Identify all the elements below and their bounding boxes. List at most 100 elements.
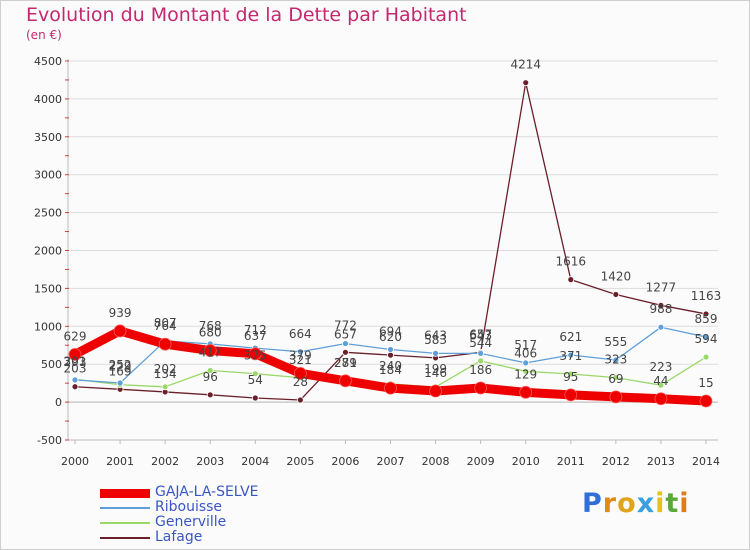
x-tick-label: 2012 [602,455,630,468]
data-label: 375 [244,349,267,363]
series-point [699,394,713,408]
series-point [567,276,575,284]
data-label: 44 [653,374,668,388]
logo-letter: i [679,488,690,519]
data-label: 15 [698,376,713,390]
legend-swatch-gaja [100,489,150,498]
data-label: 643 [469,328,492,342]
data-label: 252 [109,358,132,372]
y-tick-label: 3500 [34,131,62,144]
data-label: 371 [559,349,582,363]
data-label: 4214 [510,58,541,72]
x-tick-label: 2001 [106,455,134,468]
data-label: 764 [154,319,177,333]
series-point [567,370,575,378]
series-point [432,349,439,357]
x-tick-label: 2008 [422,455,450,468]
series-point [116,379,124,387]
data-label: 129 [514,367,537,381]
data-label: 594 [695,332,718,346]
data-label: 637 [244,329,267,343]
y-tick-label: 2000 [34,245,62,258]
data-label: 1420 [601,269,632,283]
data-label: 680 [199,326,222,340]
series-point [474,381,488,395]
series-point [657,323,665,331]
data-label: 988 [649,302,672,316]
data-label: 321 [289,353,312,367]
chart-unit: (en €) [26,28,62,42]
series-point [519,385,533,399]
x-tick-label: 2004 [241,455,269,468]
series-point [564,388,578,402]
data-label: 629 [64,329,87,343]
data-label: 323 [604,353,627,367]
data-label: 620 [379,330,402,344]
series-point [477,357,485,365]
data-label: 939 [109,306,132,320]
series-point [384,381,397,395]
data-label: 146 [424,366,447,380]
data-label: 859 [695,312,718,326]
series-point [71,383,79,391]
x-tick-label: 2002 [151,455,179,468]
series-point [702,333,710,341]
data-label: 712 [244,323,267,337]
series-point [68,348,82,361]
chart-title: Evolution du Montant de la Dette par Hab… [26,4,467,26]
series-point [387,351,394,359]
series-point [522,79,530,87]
x-tick-label: 2006 [331,455,359,468]
data-label: 96 [203,370,218,384]
x-tick-label: 2010 [512,455,540,468]
series-point [342,348,349,356]
series-point [567,351,575,359]
series-point [522,359,530,367]
series-point [612,374,620,382]
data-label: 293 [64,355,87,369]
legend-label-lafage: Lafage [155,529,203,545]
x-tick-label: 2009 [467,455,495,468]
series-point [339,374,352,388]
data-label: 621 [559,330,582,344]
series-point [251,394,259,402]
data-label: 223 [649,360,672,374]
series-point [657,301,665,309]
data-label: 643 [424,328,447,342]
data-label: 281 [334,356,357,370]
series-point [657,381,665,389]
x-tick-label: 2007 [377,455,405,468]
data-label: 202 [154,362,177,376]
data-label: 583 [424,333,447,347]
series-point [612,356,620,364]
y-tick-label: 1000 [34,320,62,333]
data-label: 417 [199,345,222,359]
data-label: 229 [109,360,132,374]
data-label: 517 [514,338,537,352]
data-label: 134 [154,367,177,381]
data-label: 203 [64,362,87,376]
series-point [612,291,620,298]
data-label: 772 [334,319,357,333]
data-label: 169 [109,364,132,378]
data-label: 1277 [646,280,677,294]
logo-letter: x [636,488,656,519]
y-tick-label: 1500 [34,282,62,295]
y-tick-label: 4500 [34,55,62,68]
data-label: 664 [289,327,312,341]
series-point [161,383,169,391]
series-point [429,384,442,398]
data-label: 199 [424,362,447,376]
data-label: 28 [293,375,308,389]
y-tick-label: 0 [55,396,62,409]
data-label: 807 [154,316,177,330]
series-point [702,310,710,318]
series-point [387,346,394,353]
data-label: 768 [199,319,222,333]
legend-label-gaja: GAJA-LA-SELVE [155,484,259,500]
legend-label-generville: Generville [155,514,227,530]
legend-swatch-generville [100,522,150,524]
data-label: 186 [469,363,492,377]
series-point [113,324,127,338]
logo-letter: P [582,488,603,519]
